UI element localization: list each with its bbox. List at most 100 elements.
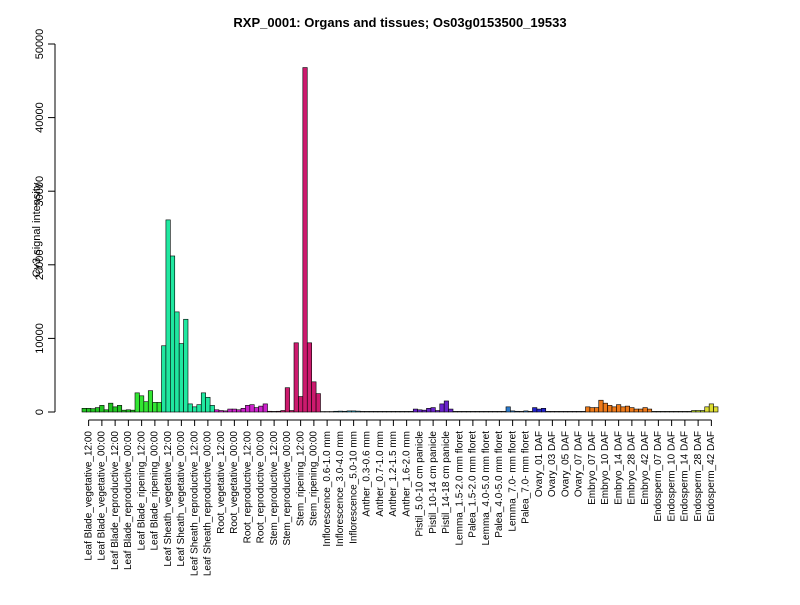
bar-21-1 (365, 411, 369, 412)
bar-11-2 (237, 410, 241, 412)
x-tick-label-31: Palea_4.0-5.0 mm floret (494, 431, 505, 538)
bar-14-0 (268, 411, 272, 412)
bar-10-1 (219, 411, 223, 412)
chart-title: RXP_0001: Organs and tissues; Os03g01535… (233, 15, 566, 30)
bar-46-0 (692, 411, 696, 412)
x-tick-label-10: Root_vegetative_12:00 (216, 431, 227, 534)
bar-17-1 (312, 382, 316, 412)
x-tick-label-22: Anther_0.7-1.0 mm (375, 431, 386, 517)
bar-47-0 (705, 407, 709, 412)
bar-16-2 (303, 68, 307, 412)
bar-22-1 (378, 411, 382, 412)
x-tick-label-30: Lemma_4.0-5.0 mm floret (481, 431, 492, 546)
bar-20-2 (356, 411, 360, 412)
x-tick-label-35: Ovary_03 DAF (547, 431, 558, 497)
bar-43-2 (661, 411, 665, 412)
bar-14-2 (276, 411, 280, 412)
x-tick-label-47: Endosperm_42 DAF (706, 431, 717, 522)
bar-34-1 (537, 409, 541, 412)
bar-23-0 (387, 411, 391, 412)
bar-19-1 (338, 411, 342, 412)
bar-12-1 (245, 405, 249, 412)
bar-4-0 (135, 393, 139, 412)
bar-43-1 (656, 411, 660, 412)
bar-47-2 (714, 407, 718, 412)
bar-33-1 (524, 411, 528, 412)
bar-12-0 (241, 408, 245, 412)
bar-47-1 (709, 404, 713, 412)
bar-37-1 (577, 411, 581, 412)
x-tick-label-39: Embryo_10 DAF (600, 431, 611, 505)
x-tick-label-23: Anther_1.2-1.5 mm (388, 431, 399, 517)
y-tick-label-3: 30000 (34, 176, 46, 207)
x-tick-label-34: Ovary_01 DAF (534, 431, 545, 497)
bar-44-2 (674, 411, 678, 412)
bar-37-2 (581, 411, 585, 412)
bar-41-2 (634, 409, 638, 412)
bar-25-0 (413, 409, 417, 412)
bar-2-1 (113, 407, 117, 412)
bar-42-0 (639, 409, 643, 412)
bar-34-2 (541, 408, 545, 412)
bar-33-2 (528, 411, 532, 412)
x-tick-label-44: Endosperm_10 DAF (666, 431, 677, 522)
bar-27-0 (440, 404, 444, 412)
x-tick-label-24: Anther_1.6-2.0 mm (401, 431, 412, 517)
bar-17-2 (316, 394, 320, 412)
bars-layer (82, 68, 718, 412)
bar-21-0 (360, 411, 364, 412)
x-tick-label-28: Lemma_1.5-2.0 mm floret (454, 431, 465, 546)
bar-35-0 (546, 411, 550, 412)
bar-44-1 (669, 411, 673, 412)
bar-13-2 (263, 404, 267, 412)
bar-24-2 (409, 411, 413, 412)
x-tick-label-26: Pistil_10-14 cm panicle (428, 431, 439, 534)
bar-4-2 (144, 402, 148, 412)
bar-1-1 (100, 405, 104, 412)
bar-41-0 (625, 406, 629, 412)
bar-42-2 (647, 409, 651, 412)
bar-36-2 (568, 411, 572, 412)
bar-5-0 (148, 391, 152, 412)
bar-9-1 (206, 397, 210, 412)
x-tick-label-16: Stem_ripening_12:00 (295, 431, 306, 527)
x-tick-label-11: Root_vegetative_00:00 (229, 431, 240, 534)
bar-16-1 (298, 397, 302, 412)
bar-0-2 (91, 409, 95, 412)
bar-0-1 (86, 408, 90, 412)
bar-9-0 (201, 393, 205, 412)
bar-39-2 (608, 405, 612, 412)
bar-33-0 (519, 411, 523, 412)
bar-11-0 (228, 409, 232, 412)
bar-15-2 (290, 411, 294, 412)
x-tick-label-20: Inflorescence_5.0-10 mm (348, 431, 359, 544)
bar-2-0 (109, 403, 113, 412)
y-tick-label-4: 40000 (34, 102, 46, 133)
bar-10-0 (215, 410, 219, 412)
bar-17-0 (307, 343, 311, 412)
bar-37-0 (572, 411, 576, 412)
bar-3-1 (126, 410, 130, 412)
x-tick-label-33: Palea_7.0- mm floret (521, 431, 532, 524)
bar-7-1 (179, 344, 183, 412)
bar-6-2 (170, 256, 174, 412)
bar-20-1 (351, 411, 355, 412)
bar-23-1 (391, 411, 395, 412)
bar-45-1 (683, 411, 687, 412)
y-tick-label-1: 10000 (34, 323, 46, 354)
bar-1-0 (95, 408, 99, 412)
bar-40-0 (612, 407, 616, 412)
x-tick-label-9: Leaf Sheath_reproductive_00:00 (203, 431, 214, 577)
y-tick-label-0: 0 (34, 409, 46, 415)
x-tick-label-1: Leaf Blade_vegetative_00:00 (97, 431, 108, 561)
bar-19-0 (334, 411, 338, 412)
bar-29-0 (466, 411, 470, 412)
bar-39-1 (603, 403, 607, 412)
bar-29-1 (471, 411, 475, 412)
bar-38-1 (590, 408, 594, 412)
bar-12-2 (250, 405, 254, 412)
x-tick-label-6: Leaf Sheath_vegetative_12:00 (163, 431, 174, 567)
bar-23-2 (396, 411, 400, 412)
